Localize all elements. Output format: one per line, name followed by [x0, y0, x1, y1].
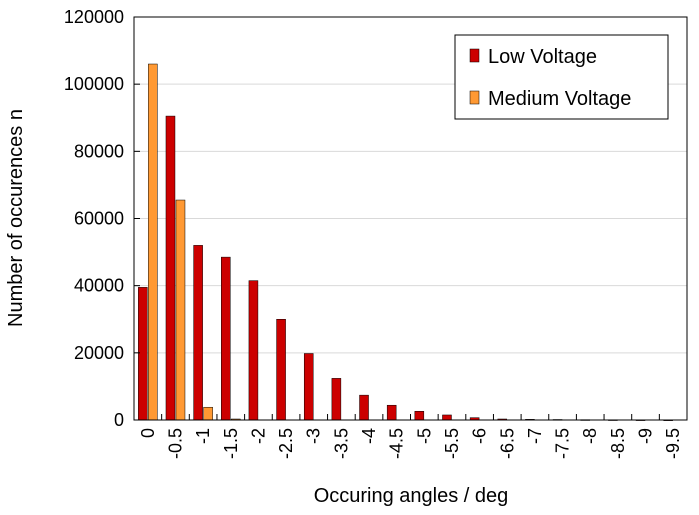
y-tick-label: 0: [114, 410, 124, 430]
bar: [193, 245, 203, 421]
y-tick-label: 120000: [64, 7, 124, 27]
bar: [276, 319, 286, 421]
bar: [203, 406, 213, 421]
bar: [221, 256, 231, 421]
x-tick-label: -1: [193, 428, 213, 444]
x-tick-label: -7.5: [553, 428, 573, 459]
legend-swatch-medium-voltage: [469, 90, 480, 105]
legend: Low Voltage Medium Voltage: [454, 34, 669, 120]
x-axis-title: Occuring angles / deg: [314, 485, 509, 507]
legend-label-medium-voltage: Medium Voltage: [488, 88, 631, 110]
x-tick-label: -4.5: [387, 428, 407, 459]
x-tick-label: -4: [359, 428, 379, 444]
bar: [414, 411, 425, 421]
x-tick-label: 0: [138, 428, 158, 438]
x-tick-label: -3.5: [331, 428, 351, 459]
x-tick-label: -2.5: [276, 428, 296, 459]
legend-frame: [454, 34, 669, 120]
bar: [359, 394, 369, 421]
x-tick-label: -3: [304, 428, 324, 444]
x-tick-label: -6.5: [497, 428, 517, 459]
x-tick-label: -2: [248, 428, 268, 444]
y-tick-label: 80000: [74, 141, 124, 161]
x-tick-label: -7: [525, 428, 545, 444]
x-tick-label: -0.5: [165, 428, 185, 459]
y-tick-label: 40000: [74, 276, 124, 296]
legend-swatch-low-voltage: [469, 48, 480, 63]
y-tick-label: 100000: [64, 74, 124, 94]
bar: [442, 414, 452, 421]
bar: [303, 353, 314, 421]
bar: [165, 115, 176, 421]
x-tick-label: -5: [414, 428, 434, 444]
bar: [138, 287, 148, 421]
bar: [175, 199, 186, 421]
bar: [331, 378, 342, 421]
x-tick-label: -6: [470, 428, 490, 444]
series-low-voltage: [138, 115, 673, 421]
x-tick-label: -8: [580, 428, 600, 444]
x-tick-label: -1.5: [221, 428, 241, 459]
y-axis-title: Number of occurences n: [5, 109, 27, 327]
x-tick-label: -5.5: [442, 428, 462, 459]
gridlines: [134, 83, 687, 354]
bar: [248, 280, 259, 421]
x-tick-label: -9: [636, 428, 656, 444]
x-axis-ticks: 0 -0.5 -1 -1.5 -2 -2.5 -3 -3.5 -4 -4.5 -5 -5.5 -6 -6.…: [133, 414, 688, 459]
bar: [386, 404, 397, 421]
y-tick-label: 20000: [74, 343, 124, 363]
x-tick-label: -8.5: [608, 428, 628, 459]
y-tick-label: 60000: [74, 209, 124, 229]
legend-label-low-voltage: Low Voltage: [488, 46, 597, 68]
bar: [148, 63, 158, 421]
bars: [138, 63, 673, 421]
x-tick-label: -9.5: [663, 428, 683, 459]
y-axis-ticks: 0 20000 40000 60000 80000 100000 120000: [64, 7, 140, 430]
